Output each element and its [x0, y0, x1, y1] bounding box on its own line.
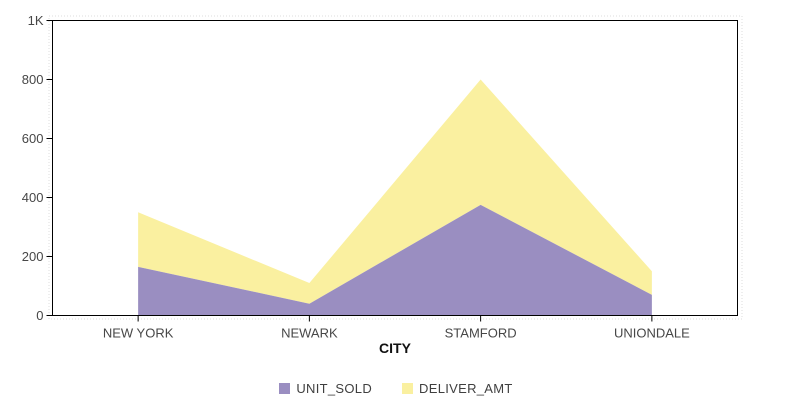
- x-axis-title: CITY: [379, 340, 412, 356]
- x-axis-tick-label: NEW YORK: [103, 326, 174, 341]
- area-deliver-amt: [138, 79, 652, 304]
- y-axis-tick-label: 600: [22, 131, 44, 146]
- x-axis-tick-label: STAMFORD: [445, 326, 517, 341]
- y-axis-tick-label: 400: [22, 190, 44, 205]
- legend-label-deliver-amt: DELIVER_AMT: [419, 381, 513, 396]
- x-axis-tick-label: UNIONDALE: [614, 326, 690, 341]
- area-unit-sold: [138, 204, 652, 316]
- plot-frame: [52, 20, 738, 316]
- legend-item-unit-sold: UNIT_SOLD: [279, 381, 372, 396]
- legend-swatch-deliver-amt-icon: [402, 383, 414, 394]
- y-axis-tick-label: 200: [22, 249, 44, 264]
- legend-swatch-unit-sold-icon: [279, 383, 291, 394]
- legend-item-deliver-amt: DELIVER_AMT: [402, 381, 513, 396]
- stacked-area-chart: CITY 0 200 400 600 800 1K NEW YORK NEWARK STAMFO…: [22, 13, 743, 356]
- x-axis-tick-label: NEWARK: [281, 326, 338, 341]
- y-axis-tick-label: 800: [22, 72, 44, 87]
- y-axis-tick-label: 0: [36, 308, 43, 323]
- legend-label-unit-sold: UNIT_SOLD: [296, 381, 373, 396]
- chart-legend: UNIT_SOLD DELIVER_AMT: [0, 381, 792, 396]
- y-axis-tick-label: 1K: [28, 13, 44, 28]
